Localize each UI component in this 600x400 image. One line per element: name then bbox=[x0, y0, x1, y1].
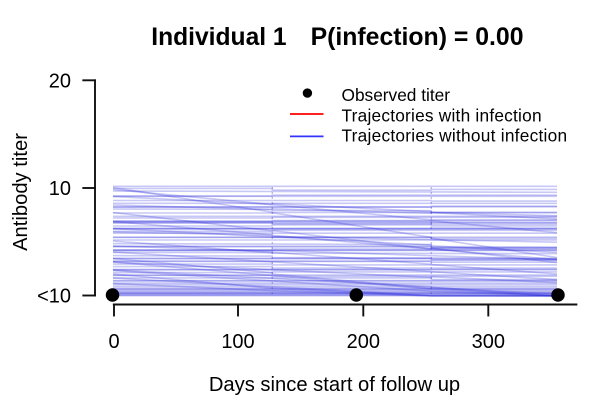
svg-text:10: 10 bbox=[49, 178, 71, 200]
svg-text:Observed titer: Observed titer bbox=[342, 85, 451, 105]
svg-text:Individual 1: Individual 1 bbox=[151, 24, 286, 51]
svg-text:200: 200 bbox=[347, 331, 380, 353]
svg-text:P(infection) = 0.00: P(infection) = 0.00 bbox=[311, 24, 524, 51]
svg-text:300: 300 bbox=[472, 331, 505, 353]
svg-text:Trajectories with infection: Trajectories with infection bbox=[342, 105, 542, 125]
svg-text:20: 20 bbox=[49, 71, 71, 93]
svg-text:Antibody titer: Antibody titer bbox=[10, 133, 32, 251]
svg-text:Trajectories without infection: Trajectories without infection bbox=[342, 126, 568, 146]
svg-text:Days since start of follow up: Days since start of follow up bbox=[209, 374, 460, 396]
svg-text:<10: <10 bbox=[37, 286, 71, 308]
svg-text:100: 100 bbox=[221, 331, 254, 353]
svg-text:0: 0 bbox=[108, 331, 119, 353]
